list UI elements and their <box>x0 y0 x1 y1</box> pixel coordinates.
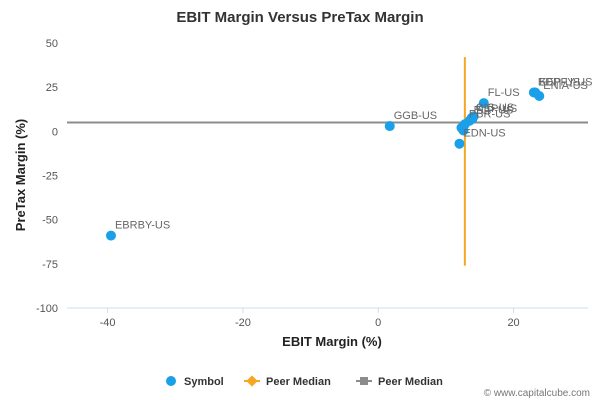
y-tick-label: -75 <box>42 259 58 271</box>
y-axis-title: PreTax Margin (%) <box>13 119 28 231</box>
point-label: ENIA-US <box>543 80 588 92</box>
x-tick-label: 0 <box>375 317 381 329</box>
point-label: EBRBY-US <box>115 220 170 232</box>
x-tick-label: -40 <box>100 317 116 329</box>
legend-x-median-label: Peer Median <box>266 376 331 388</box>
y-tick-label: 0 <box>52 126 58 138</box>
data-point <box>467 113 478 124</box>
y-tick-label: 25 <box>46 82 58 94</box>
y-tick-label: 50 <box>46 38 58 50</box>
point-label: ELP-US <box>474 105 514 117</box>
point-label: FL-US <box>488 87 520 99</box>
data-point <box>534 91 545 101</box>
data-point <box>454 138 465 149</box>
x-tick-label: -20 <box>235 317 251 329</box>
legend-y-median-label: Peer Median <box>378 376 443 388</box>
legend-symbol-marker <box>166 376 176 386</box>
y-tick-label: -25 <box>42 171 58 183</box>
data-point <box>478 98 489 109</box>
data-point <box>384 121 395 132</box>
plot-area: 50 25 0 -25 -50 -75 -100 -40 -20 0 20 EBRBY-US GGB-U… <box>36 38 593 329</box>
legend-y-median-marker <box>360 377 368 385</box>
point-label: EDN-US <box>463 128 505 140</box>
point-label: GGB-US <box>394 110 437 122</box>
legend-symbol-label: Symbol <box>184 376 224 388</box>
data-point <box>105 230 116 241</box>
x-tick-label: 20 <box>507 317 519 329</box>
y-tick-label: -50 <box>42 215 58 227</box>
point-label: EDPFY-US <box>538 76 593 88</box>
legend: Symbol Peer Median Peer Median <box>166 375 443 388</box>
watermark: © www.capitalcube.com <box>484 388 590 399</box>
point-label: PBR-US <box>469 108 511 120</box>
chart-title: EBIT Margin Versus PreTax Margin <box>176 9 423 26</box>
x-axis-title: EBIT Margin (%) <box>282 334 382 349</box>
point-label: KEP-US <box>476 103 517 115</box>
y-tick-label: -100 <box>36 303 58 315</box>
point-label: KEP-US <box>539 76 580 88</box>
legend-x-median-marker <box>246 375 258 387</box>
point-label: CIG-US <box>476 102 515 114</box>
